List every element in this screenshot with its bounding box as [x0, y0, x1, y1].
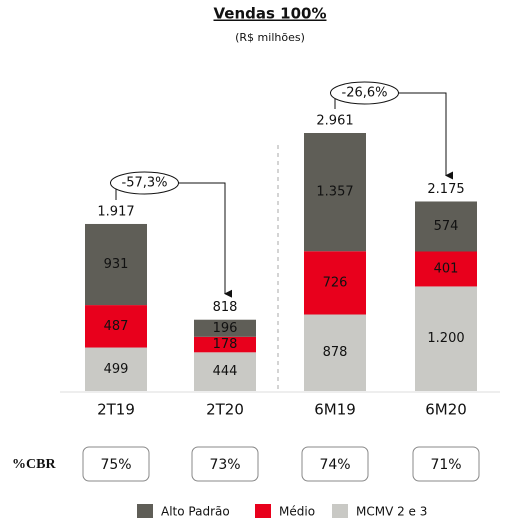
chart-subtitle: (R$ milhões) [235, 31, 305, 44]
value-label: 726 [323, 275, 348, 290]
total-label: 2.961 [316, 114, 353, 129]
legend-swatch [137, 504, 153, 518]
bar-segment [85, 223, 147, 306]
value-label: 499 [104, 362, 129, 377]
legend-label: MCMV 2 e 3 [356, 505, 427, 519]
value-label: 878 [323, 345, 348, 360]
bar-segment [194, 352, 256, 391]
cbr-box [412, 446, 480, 482]
bar-segment [415, 251, 477, 287]
annotation: -26,6% [342, 86, 388, 101]
cbr-box [301, 446, 369, 482]
total-label: 818 [213, 300, 238, 315]
total-label: 2.175 [427, 182, 464, 197]
x-tick-label: 2T19 [97, 401, 135, 419]
value-label: 1.200 [427, 331, 464, 346]
bar-segment [415, 286, 477, 391]
bar-segment [85, 305, 147, 348]
chart-title: Vendas 100% [214, 5, 327, 23]
bar-segment [85, 347, 147, 391]
x-tick-label: 6M20 [425, 401, 467, 419]
value-label: 401 [434, 261, 459, 276]
cbr-label: %CBR [12, 457, 56, 472]
legend-label: Médio [279, 505, 315, 519]
x-tick-label: 6M19 [314, 401, 356, 419]
cbr-value: 74% [319, 457, 350, 473]
cbr-value: 73% [209, 457, 240, 473]
annotation-bubble [110, 171, 179, 195]
value-label: 931 [104, 257, 129, 272]
legend-swatch [332, 504, 348, 518]
bar-segment [304, 133, 366, 252]
cbr-box [82, 446, 150, 482]
cbr-value: 71% [430, 457, 461, 473]
cbr-box [191, 446, 259, 482]
value-label: 444 [213, 364, 238, 379]
value-label: 178 [213, 337, 238, 352]
value-label: 1.357 [316, 185, 353, 200]
value-label: 196 [213, 321, 238, 336]
bar-segment [304, 251, 366, 315]
bar-segment [194, 336, 256, 353]
bar-segment [415, 201, 477, 252]
value-label: 487 [104, 319, 129, 334]
value-label: 574 [434, 219, 459, 234]
bar-segment [194, 319, 256, 337]
legend-label: Alto Padrão [161, 505, 230, 519]
annotation-bubble [330, 81, 399, 105]
bar-segment [304, 314, 366, 391]
cbr-value: 75% [100, 457, 131, 473]
legend-swatch [255, 504, 271, 518]
total-label: 1.917 [97, 204, 134, 219]
annotation: -57,3% [122, 176, 168, 191]
x-tick-label: 2T20 [206, 401, 244, 419]
